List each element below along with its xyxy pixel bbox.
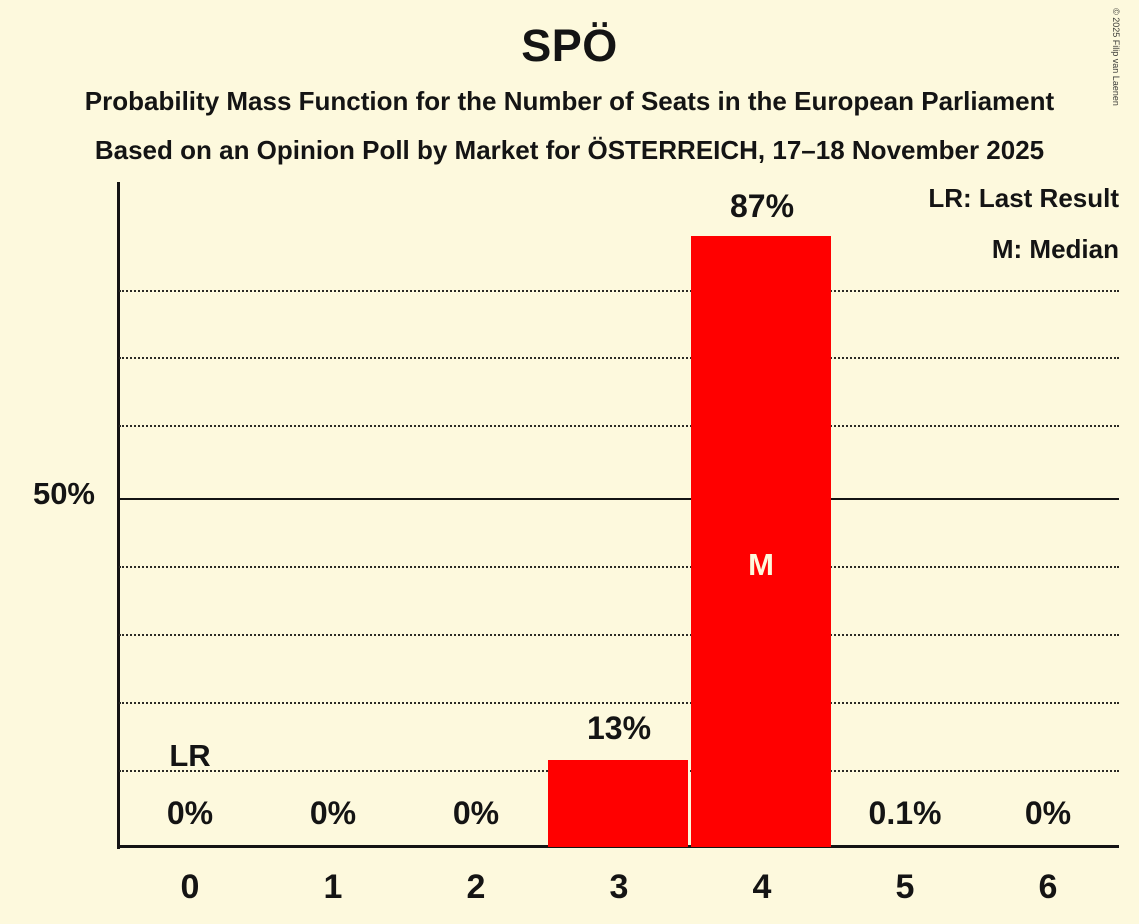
x-axis-tick-2: 2	[466, 868, 486, 906]
bar-value-label-seats-5: 0.1%	[868, 795, 942, 831]
bar-seats-3[interactable]	[548, 760, 688, 847]
bar-value-label-seats-0: 0%	[166, 795, 214, 831]
bar-value-label-seats-6: 0%	[1024, 795, 1072, 831]
chart-source-note: Based on an Opinion Poll by Market for Ö…	[94, 135, 1045, 165]
last-result-marker: LR	[169, 738, 211, 773]
chart-legend: LR: Last Result M: Median	[928, 183, 1119, 285]
y-axis-line	[117, 182, 120, 849]
gridline-40	[119, 566, 1119, 568]
gridline-50	[119, 498, 1119, 500]
x-axis-tick-1: 1	[323, 868, 343, 906]
legend-item-last-result: LR: Last Result	[928, 183, 1119, 213]
x-axis-tick-3: 3	[609, 868, 629, 906]
chart-subtitle: Probability Mass Function for the Number…	[84, 86, 1055, 116]
gridline-70	[119, 357, 1119, 359]
median-marker: M	[748, 547, 774, 582]
legend-item-median: M: Median	[991, 234, 1119, 264]
copyright-notice: © 2025 Filip van Laenen	[1111, 8, 1121, 106]
x-axis-tick-0: 0	[180, 868, 200, 906]
bar-value-label-seats-1: 0%	[309, 795, 357, 831]
bar-value-label-seats-4: 87%	[729, 188, 795, 224]
bar-seats-4[interactable]: M	[691, 236, 831, 847]
page-title: SPÖ	[521, 20, 618, 71]
gridline-30	[119, 634, 1119, 636]
bar-value-label-seats-3: 13%	[586, 710, 652, 746]
gridline-80	[119, 290, 1119, 292]
x-axis-tick-5: 5	[895, 868, 915, 906]
gridline-60	[119, 425, 1119, 427]
plot-area: M	[119, 182, 1119, 847]
x-axis-tick-6: 6	[1038, 868, 1058, 906]
gridline-20	[119, 702, 1119, 704]
x-axis-tick-4: 4	[752, 868, 772, 906]
bar-value-label-seats-2: 0%	[452, 795, 500, 831]
y-axis-tick-label-50: 50%	[32, 476, 95, 511]
